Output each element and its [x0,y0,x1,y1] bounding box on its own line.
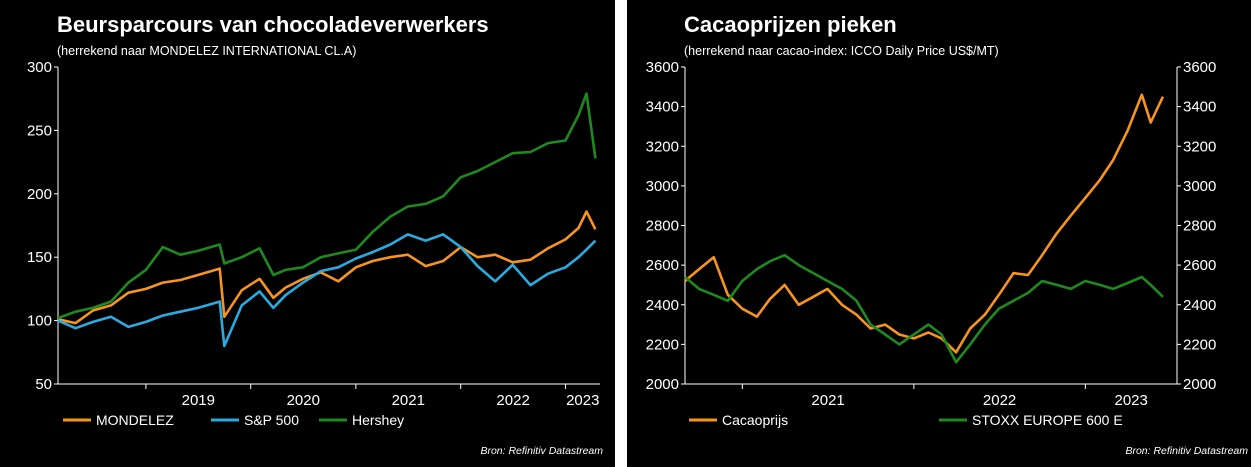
series-line [684,253,1164,364]
y-tick-right-label: 3400 [1183,99,1216,116]
x-tick-label: 2023 [566,392,599,409]
y-tick-label: 3200 [646,138,679,155]
legend-label: S&P 500 [244,412,299,428]
legend-label: Hershey [352,412,404,428]
x-tick-label: 2022 [983,392,1016,409]
legend-label: MONDELEZ [96,412,174,428]
x-tick-label: 2019 [182,392,215,409]
chart-subtitle: (herrekend naar MONDELEZ INTERNATIONAL C… [57,44,357,58]
y-tick-label: 300 [27,59,52,76]
y-tick-label: 3000 [646,178,679,195]
series-line [57,210,597,325]
y-tick-label: 200 [27,186,52,203]
x-tick-label: 2021 [811,392,844,409]
y-tick-right-label: 2600 [1183,257,1216,274]
y-tick-right-label: 2400 [1183,297,1216,314]
y-tick-label: 150 [27,249,52,266]
x-tick-label: 2023 [1114,392,1147,409]
y-tick-label: 2600 [646,257,679,274]
chart-subtitle: (herrekend naar cacao-index: ICCO Daily … [684,44,999,58]
legend-label: STOXX EUROPE 600 E [972,412,1123,428]
y-tick-right-label: 3000 [1183,178,1216,195]
y-tick-right-label: 2200 [1183,336,1216,353]
y-tick-label: 3400 [646,99,679,116]
chart-panel-right: Cacaoprijzen pieken (herrekend naar caca… [627,0,1251,467]
y-tick-label: 2200 [646,336,679,353]
y-tick-right-label: 3600 [1183,59,1216,76]
y-tick-label: 50 [35,376,52,393]
legend-label: Cacaoprijs [722,412,788,428]
chart-left-svg: 50 100 150 200 250 300 2019 2020 2021 2022 2023 MON… [27,59,603,457]
chart-title: Cacaoprijzen pieken [684,12,897,37]
source-note: Bron: Refinitiv Datastream [1125,445,1248,457]
y-tick-label: 2000 [646,376,679,393]
series-line [57,233,597,348]
chart-panel-left: Beursparcours van chocoladeverwerkers (h… [0,0,615,467]
y-tick-label: 2800 [646,218,679,235]
chart-right-svg: 2000 2000 2200 2200 2400 2400 2600 2600 2800 2800… [646,59,1249,457]
y-tick-label: 3600 [646,59,679,76]
x-tick-label: 2020 [287,392,320,409]
chart-title: Beursparcours van chocoladeverwerkers [57,12,489,37]
series-line [684,93,1165,354]
y-tick-right-label: 3200 [1183,138,1216,155]
y-tick-label: 2400 [646,297,679,314]
source-note: Bron: Refinitiv Datastream [480,445,603,457]
y-tick-right-label: 2000 [1183,376,1216,393]
y-tick-label: 250 [27,122,52,139]
series-line [57,92,597,320]
x-tick-label: 2022 [496,392,529,409]
y-tick-right-label: 2800 [1183,218,1216,235]
y-tick-label: 100 [27,313,52,330]
x-tick-label: 2021 [392,392,425,409]
